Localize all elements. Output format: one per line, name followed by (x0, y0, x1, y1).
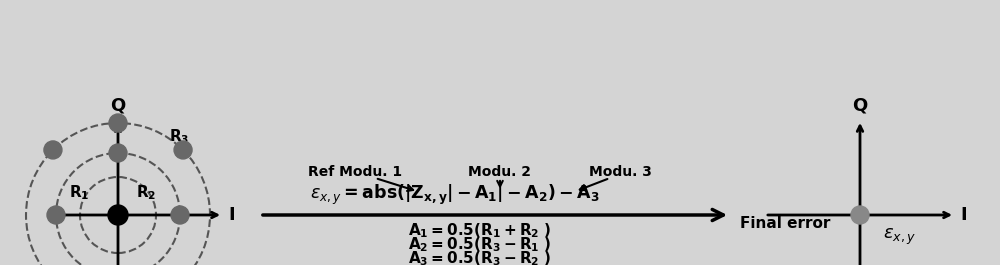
Circle shape (47, 206, 65, 224)
Text: Modu. 3: Modu. 3 (589, 165, 651, 179)
Text: $\varepsilon_{x,y}$$\mathbf{=abs(|Z_{x,y}|-A_1|-A_2)-A_3}$: $\varepsilon_{x,y}$$\mathbf{=abs(|Z_{x,y… (310, 182, 600, 207)
Text: I: I (228, 206, 235, 224)
Circle shape (851, 206, 869, 224)
Text: Q: Q (110, 97, 126, 115)
Text: $\mathbf{R_1}$: $\mathbf{R_1}$ (69, 184, 90, 202)
Text: $\mathbf{A_2 = 0.5(R_3 - R_1\ )}$: $\mathbf{A_2 = 0.5(R_3 - R_1\ )}$ (408, 235, 552, 254)
Text: $\mathbf{A_1 = 0.5(R_1 + R_2\ )}$: $\mathbf{A_1 = 0.5(R_1 + R_2\ )}$ (408, 221, 552, 240)
Text: I: I (960, 206, 967, 224)
Text: Final error: Final error (740, 215, 830, 231)
Circle shape (109, 144, 127, 162)
Text: $\mathbf{R_2}$: $\mathbf{R_2}$ (136, 184, 156, 202)
Text: $\mathbf{A_3 = 0.5(R_3 - R_2\ )}$: $\mathbf{A_3 = 0.5(R_3 - R_2\ )}$ (408, 249, 552, 265)
Circle shape (174, 141, 192, 159)
Circle shape (171, 206, 189, 224)
Text: $\mathbf{R_3}$: $\mathbf{R_3}$ (169, 127, 189, 146)
Text: $\varepsilon_{x,y}$: $\varepsilon_{x,y}$ (883, 227, 917, 247)
Text: Ref Modu. 1: Ref Modu. 1 (308, 165, 402, 179)
Circle shape (109, 114, 127, 132)
Text: Q: Q (852, 97, 868, 115)
Circle shape (108, 205, 128, 225)
Text: Modu. 2: Modu. 2 (468, 165, 532, 179)
Circle shape (44, 141, 62, 159)
